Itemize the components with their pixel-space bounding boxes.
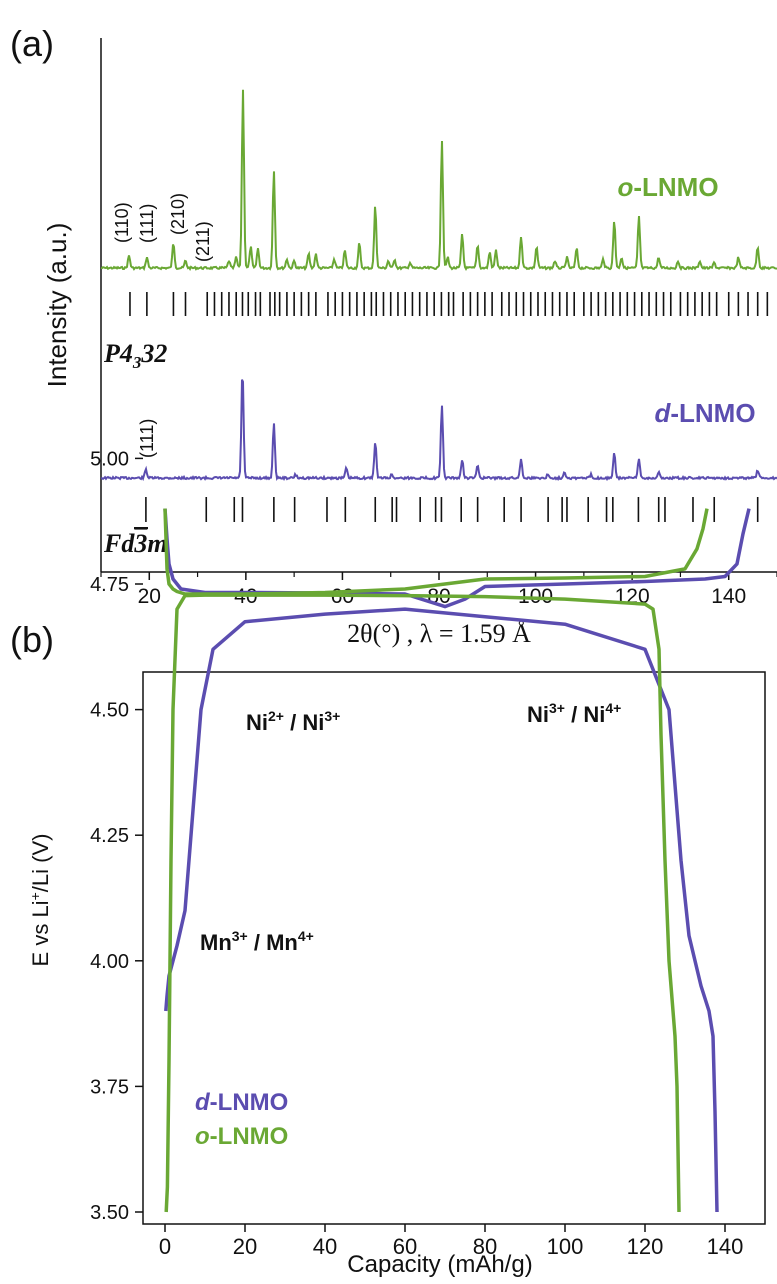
panel-b-ytick-label-4.25: 4.25 [90, 825, 129, 847]
d-lnmo-charge-curve [163, 508, 751, 609]
panel-b-ytick-label-5.00: 5.00 [90, 448, 129, 470]
o-peak-label-111: (111) [137, 204, 157, 243]
o-peak-label-110: (110) [112, 202, 132, 243]
panel-a-letter: (a) [10, 23, 54, 64]
d-lnmo-discharge-curve [164, 607, 719, 1213]
o-lnmo-label: o-LNMO [617, 172, 718, 202]
o-lnmo-discharge-curve [164, 593, 681, 1213]
panel-b-yticks: 5.00 4.75 4.50 4.25 4.00 3.75 3.50 [90, 448, 143, 1224]
p4332-reflection-ticks [129, 292, 769, 316]
panel-a-xticks: 20 40 60 80 100 120 140 [100, 572, 777, 608]
panel-b-xtick-label-40: 40 [313, 1234, 337, 1259]
d-lnmo-label: d-LNMO [654, 398, 755, 428]
legend-d-lnmo: d-LNMO [195, 1089, 288, 1116]
panel-a-xtick-label-20: 20 [138, 585, 161, 608]
panel-b-letter: (b) [10, 619, 54, 660]
d-lnmo-xrd-trace [100, 379, 777, 482]
panel-b-ytick-label-4.50: 4.50 [90, 700, 129, 722]
o-lnmo-xrd-trace [100, 89, 777, 272]
o-peak-label-210: (210) [168, 193, 188, 235]
panel-b: (b) 5.00 4.75 4.50 4.25 4.00 3.75 3.50 0 20 40 60… [10, 448, 766, 1278]
panel-a-xlabel: 2θ(°) , λ = 1.59 Å [347, 619, 531, 648]
space-group-p4332: P4332 [103, 339, 167, 372]
space-group-fd3m: Fd3m [103, 529, 168, 558]
o-lnmo-charge-curve [163, 508, 709, 596]
panel-b-ytick-label-3.50: 3.50 [90, 1202, 129, 1224]
panel-b-xtick-label-120: 120 [627, 1234, 664, 1259]
panel-b-xtick-label-0: 0 [159, 1234, 171, 1259]
fd3m-reflection-ticks [145, 497, 759, 522]
legend-o-lnmo: o-LNMO [195, 1123, 288, 1150]
panel-b-xtick-label-100: 100 [547, 1234, 584, 1259]
d-peak-label-111: (111) [137, 419, 157, 458]
panel-a: (a) Intensity (a.u.) 20 40 60 80 100 120 140 (… [10, 23, 777, 648]
panel-a-ylabel: Intensity (a.u.) [42, 223, 72, 388]
panel-b-ytick-label-4.00: 4.00 [90, 951, 129, 973]
annotation-ni3-ni4: Ni3+ / Ni4+ [527, 700, 621, 727]
annotation-ni2-ni3: Ni2+ / Ni3+ [246, 708, 340, 735]
annotation-mn3-mn4: Mn3+ / Mn4+ [200, 928, 314, 955]
panel-b-xtick-label-80: 80 [473, 1234, 497, 1259]
panel-a-xtick-label-140: 140 [711, 585, 746, 608]
panel-b-ytick-label-4.75: 4.75 [90, 574, 129, 596]
panel-b-xtick-label-140: 140 [707, 1234, 744, 1259]
panel-b-ylabel: E vs Li+/Li (V) [27, 834, 53, 967]
panel-b-xtick-label-60: 60 [393, 1234, 417, 1259]
panel-b-ytick-label-3.75: 3.75 [90, 1076, 129, 1098]
panel-b-frame [142, 671, 766, 1225]
panel-b-xtick-label-20: 20 [233, 1234, 257, 1259]
panel-b-xlabel: Capacity (mAh/g) [347, 1251, 532, 1278]
panel-b-xticks: 0 20 40 60 80 100 120 140 [159, 1224, 743, 1259]
o-peak-label-211: (211) [193, 221, 213, 262]
